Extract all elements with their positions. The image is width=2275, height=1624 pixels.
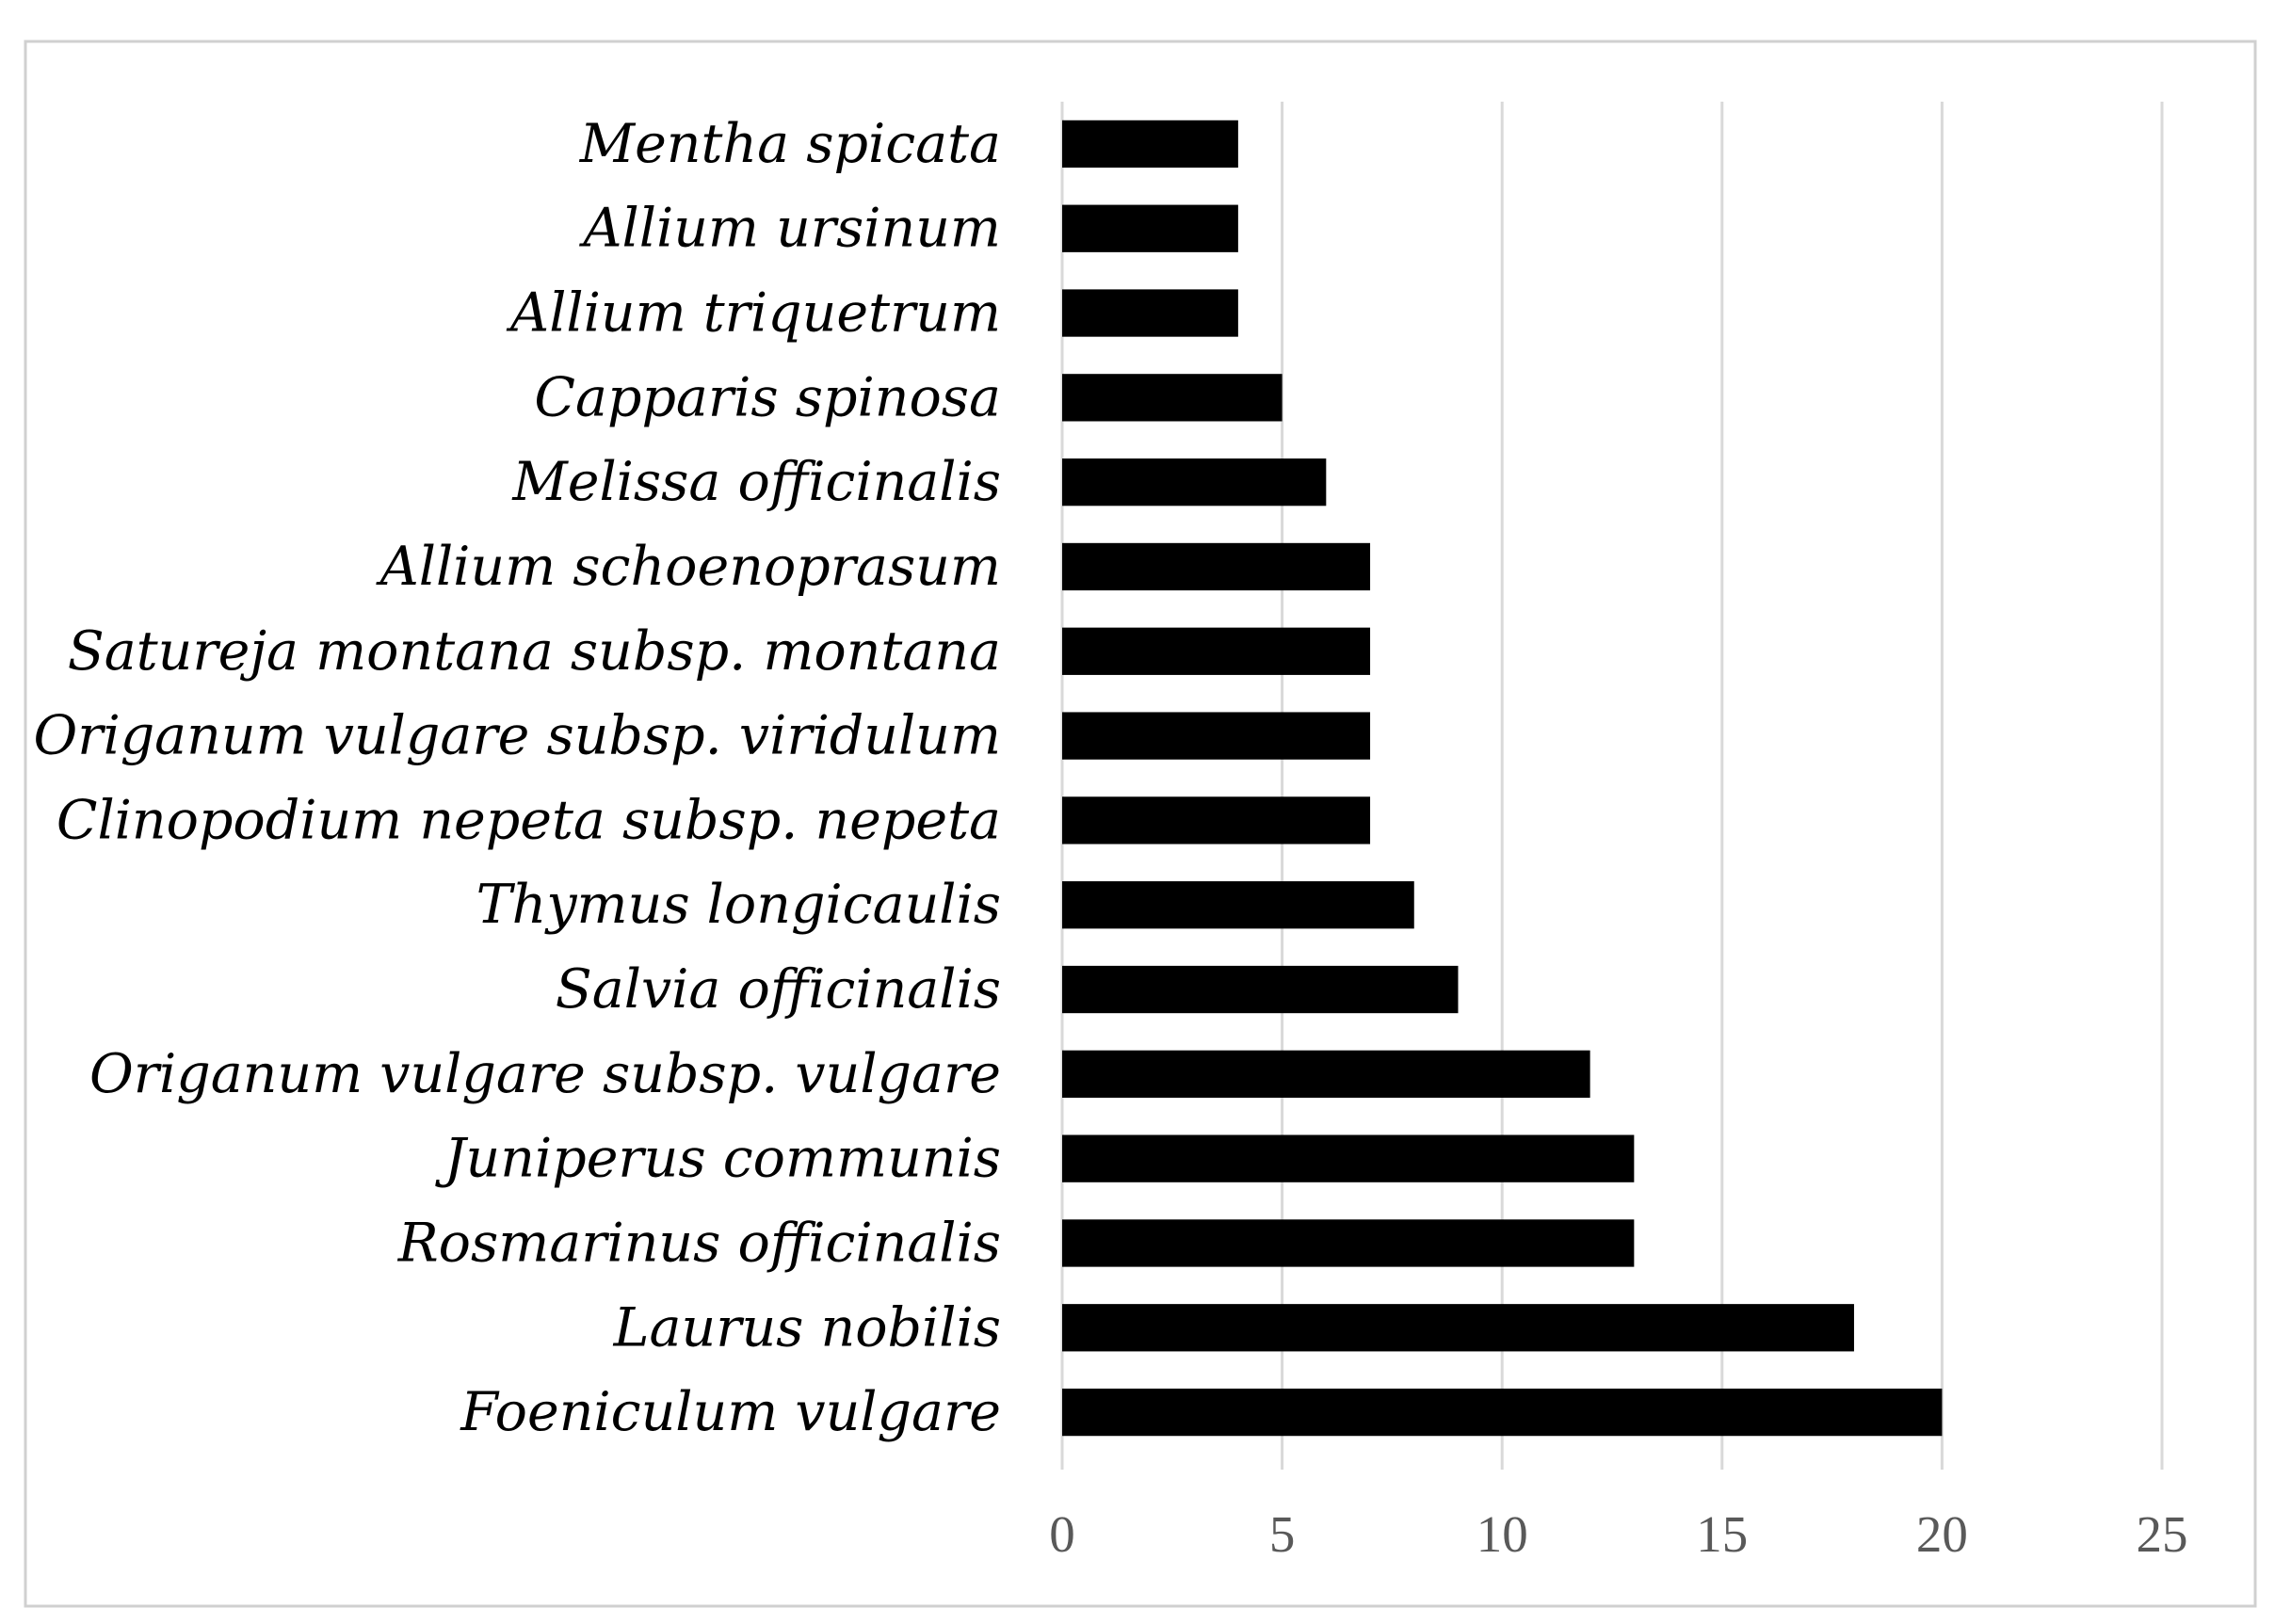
- bars: [1062, 120, 1943, 1437]
- x-tick-label: 15: [1696, 1505, 1748, 1563]
- category-label: Rosmarinus officinalis: [397, 1212, 1001, 1274]
- category-label: Satureja montana subsp. montana: [68, 620, 1001, 683]
- bar: [1062, 1388, 1943, 1437]
- x-tick-label: 0: [1049, 1505, 1075, 1563]
- bar: [1062, 1134, 1635, 1182]
- category-label: Laurus nobilis: [613, 1296, 1001, 1359]
- x-axis-tick-labels: 0 5 10 15 20 25: [1049, 1505, 2187, 1563]
- bar: [1062, 881, 1414, 929]
- category-label: Mentha spicata: [579, 113, 1001, 175]
- category-labels: Foeniculum vulgare Laurus nobilis Rosmarin…: [33, 113, 1001, 1443]
- category-label: Thymus longicaulis: [476, 874, 1001, 936]
- category-label: Allium schoenoprasum: [376, 536, 1001, 598]
- category-label: Allium triquetrum: [506, 282, 1001, 345]
- x-tick-label: 20: [1916, 1505, 1968, 1563]
- category-label: Salvia officinalis: [556, 958, 1001, 1021]
- category-label: Melissa officinalis: [511, 451, 1001, 513]
- category-label: Juniperus communis: [435, 1128, 1001, 1190]
- x-tick-label: 10: [1476, 1505, 1528, 1563]
- category-label: Capparis spinosa: [534, 366, 1001, 428]
- bar: [1062, 120, 1238, 169]
- bar: [1062, 1304, 1854, 1352]
- category-label: Origanum vulgare subsp. vulgare: [89, 1043, 1001, 1105]
- category-label: Allium ursinum: [578, 198, 1001, 260]
- bar: [1062, 542, 1371, 591]
- bar: [1062, 712, 1371, 760]
- x-tick-label: 25: [2137, 1505, 2188, 1563]
- bar: [1062, 289, 1238, 337]
- bar: [1062, 1219, 1635, 1267]
- bar: [1062, 1050, 1590, 1098]
- category-label: Foeniculum vulgare: [460, 1381, 1001, 1443]
- category-label: Origanum vulgare subsp. viridulum: [33, 705, 1001, 767]
- bar: [1062, 965, 1459, 1014]
- bar: [1062, 796, 1371, 844]
- bar: [1062, 204, 1238, 252]
- x-tick-label: 5: [1269, 1505, 1296, 1563]
- bar: [1062, 458, 1327, 506]
- category-label: Clinopodium nepeta subsp. nepeta: [56, 789, 1001, 851]
- bar: [1062, 627, 1371, 675]
- bar: [1062, 374, 1283, 422]
